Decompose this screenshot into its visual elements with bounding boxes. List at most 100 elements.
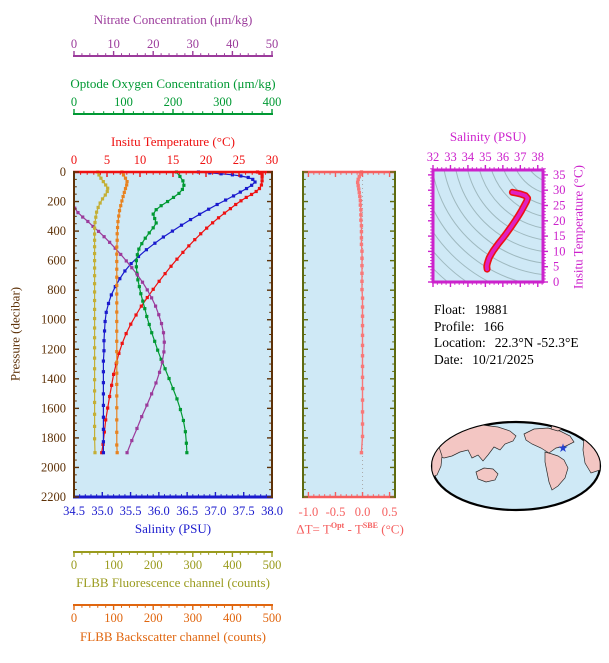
tick-label: 10: [553, 244, 566, 258]
tick-label: -0.5: [326, 505, 346, 519]
float-label: Float:: [434, 302, 466, 317]
tick-label: -1.0: [299, 505, 319, 519]
tick-label: 0.0: [355, 505, 371, 519]
axis-oxygen: 0 100 200 300 400: [71, 95, 282, 115]
tick-label: 200: [144, 611, 163, 625]
tick-label: 36.5: [176, 504, 198, 518]
tick-label: 35.5: [120, 504, 142, 518]
tick-label: 500: [263, 558, 282, 572]
tick-label: 400: [223, 558, 242, 572]
delta-t-title-part: ΔT= T: [296, 521, 331, 537]
axis-pressure-right: [267, 171, 273, 498]
axis-ts-left: [428, 168, 435, 283]
delta-t-title-sup-opt: Opt: [330, 521, 345, 530]
location-label: Location:: [434, 335, 486, 350]
tick-label: 200: [144, 558, 163, 572]
tick-label: 38: [532, 150, 545, 164]
main-profile-series: [73, 170, 264, 455]
tick-label: 100: [104, 558, 123, 572]
tick-label: 40: [226, 37, 239, 51]
axis-ts-bottom: [432, 280, 544, 287]
axis-delta-t-bottom: -1.0 -0.5 0.0 0.5: [299, 492, 398, 519]
tick-label: 200: [164, 95, 183, 109]
profile-label: Profile:: [434, 318, 475, 334]
location-value: 22.3°N -52.3°E: [494, 335, 579, 350]
tick-label: 20: [553, 214, 566, 228]
oxygen-axis-title: Optode Oxygen Concentration (μm/kg): [70, 76, 276, 91]
tick-label: 35: [479, 150, 492, 164]
tick-label: 20: [200, 153, 213, 167]
temperature-axis-title: Insitu Temperature (°C): [111, 134, 235, 149]
tick-label: 34: [462, 150, 475, 164]
axis-salinity: 34.5 35.0 35.5 36.0 36.5 37.0 37.5 38.0: [63, 492, 283, 518]
tick-label: 30: [266, 153, 279, 167]
date-label: Date:: [434, 351, 464, 367]
tick-label: 36.0: [148, 504, 170, 518]
series-backscatter: [115, 170, 129, 455]
tick-label: 0: [553, 275, 559, 289]
delta-t-title-part: (°C): [378, 521, 404, 537]
tick-label: 300: [183, 558, 202, 572]
tick-label: 34.5: [63, 504, 85, 518]
tick-label: 37.5: [233, 504, 255, 518]
float-info-block: Float: 19881 Profile: 166 Location: 22.3°N …: [434, 302, 579, 368]
nitrate-axis-title: Nitrate Concentration (μm/kg): [93, 12, 253, 27]
tick-label: 400: [223, 611, 242, 625]
tick-label: 15: [167, 153, 180, 167]
tick-label: 0: [71, 558, 77, 572]
profile-value: 166: [483, 318, 504, 334]
delta-t-axis-title: ΔT= TOpt - TSBE (°C): [296, 518, 404, 536]
tick-label: 0: [71, 611, 77, 625]
tick-label: 1400: [41, 372, 66, 386]
fluorescence-axis-title: FLBB Fluorescence channel (counts): [76, 575, 270, 590]
date-value: 10/21/2025: [472, 351, 534, 367]
tick-label: 20: [147, 37, 160, 51]
tick-label: 10: [134, 153, 147, 167]
tick-label: 1200: [41, 342, 66, 356]
tick-label: 1600: [41, 401, 66, 415]
tick-label: 100: [114, 95, 133, 109]
axis-backscatter: 0 100 200 300 400 500: [71, 604, 282, 625]
tick-label: 400: [263, 95, 282, 109]
ts-temperature-title: Insitu Temperature (°C): [570, 165, 586, 289]
series-salinity: [101, 170, 257, 455]
float-value: 19881: [474, 302, 509, 317]
delta-t-title-sup-sbe: SBE: [362, 521, 378, 530]
tick-label: 100: [104, 611, 123, 625]
pressure-axis-title: Pressure (decibar): [7, 286, 23, 382]
series-fluorescence: [92, 170, 110, 455]
axis-fluorescence: 0 100 200 300 400 500: [71, 551, 282, 572]
tick-label: 0: [71, 95, 77, 109]
tick-label: 25: [233, 153, 246, 167]
float-location-star-icon: ★: [558, 441, 569, 455]
tick-label: 1000: [41, 313, 66, 327]
tick-label: 15: [553, 229, 566, 243]
axis-nitrate: 0 10 20 30 40 50: [71, 37, 278, 57]
series-nitrate: [73, 206, 166, 455]
salinity-axis-title: Salinity (PSU): [134, 521, 212, 536]
tick-label: 0.5: [382, 505, 398, 519]
series-delta-t: [355, 170, 365, 455]
tick-label: 0: [71, 153, 77, 167]
tick-label: 2000: [41, 460, 66, 474]
tick-label: 5: [104, 153, 110, 167]
tick-label: 25: [553, 198, 566, 212]
ts-salinity-title: Salinity (PSU): [449, 129, 527, 144]
float-info-line: Float: 19881: [434, 302, 579, 319]
tick-label: 200: [47, 195, 66, 209]
axis-delta-t-right: [390, 171, 396, 498]
tick-label: 800: [47, 283, 66, 297]
tick-label: 30: [553, 183, 566, 197]
axis-ts-top: 32 33 34 35 36 37 38: [427, 150, 545, 172]
tick-label: 35.0: [91, 504, 113, 518]
tick-label: 32: [427, 150, 440, 164]
tick-label: 400: [47, 224, 66, 238]
tick-label: 36: [497, 150, 510, 164]
tick-label: 1800: [41, 431, 66, 445]
axis-pressure-left: 0 200 400 600 800 1000 1200 1400 1600 1800 2000 220…: [41, 165, 79, 504]
tick-label: 300: [183, 611, 202, 625]
world-map: ★: [430, 420, 602, 512]
tick-label: 500: [263, 611, 282, 625]
panel-backgrounds: [74, 170, 543, 497]
